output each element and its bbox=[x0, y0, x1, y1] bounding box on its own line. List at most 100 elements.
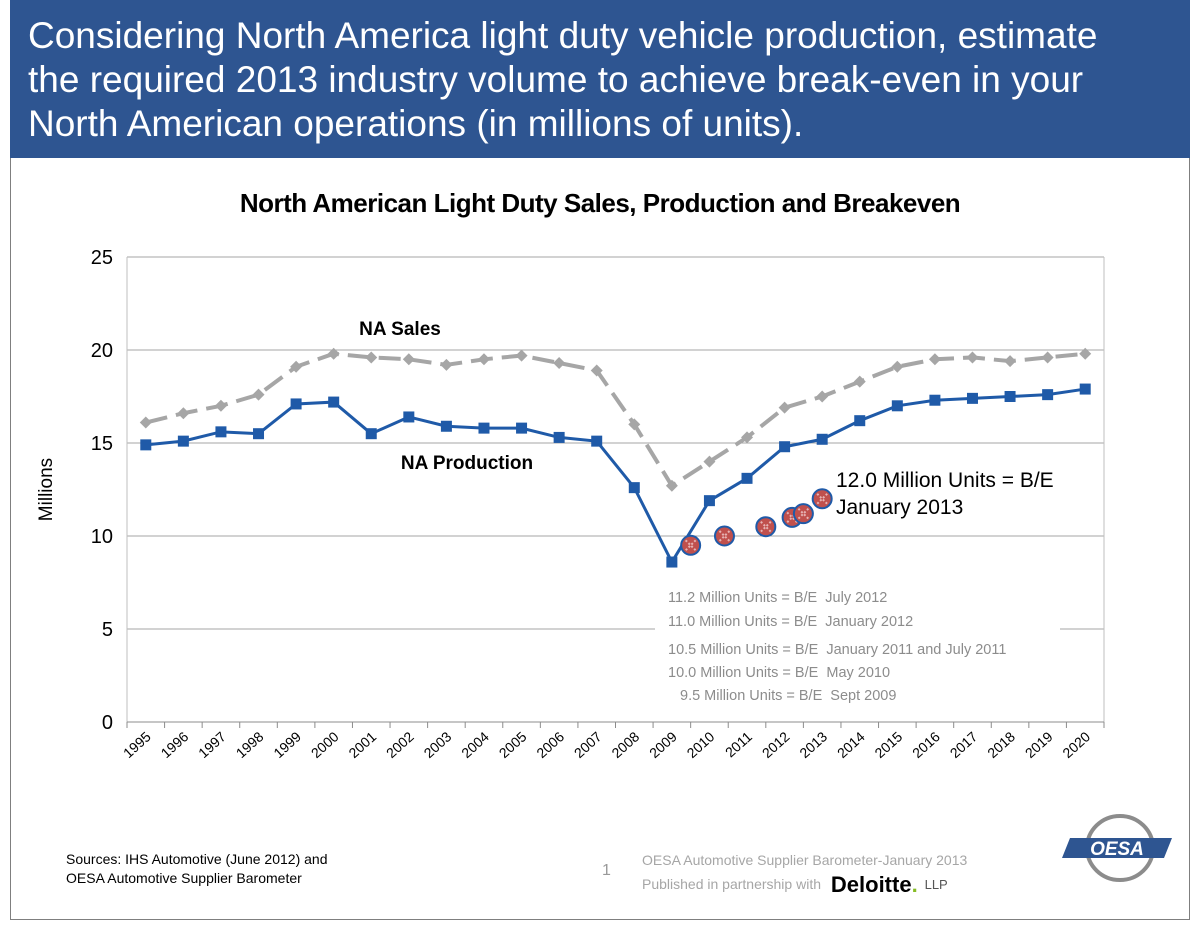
data-point bbox=[703, 455, 716, 468]
sources-note: Sources: IHS Automotive (June 2012) and … bbox=[66, 850, 327, 888]
slide-header: Considering North America light duty veh… bbox=[10, 0, 1190, 158]
slide-title-line-3: North American operations (in millions o… bbox=[28, 103, 804, 144]
sources-line-1: Sources: IHS Automotive (June 2012) and bbox=[66, 851, 328, 867]
data-point bbox=[290, 398, 302, 410]
breakeven-marker-circle bbox=[755, 516, 777, 538]
sources-line-2: OESA Automotive Supplier Barometer bbox=[66, 870, 302, 886]
breakeven-history-box bbox=[655, 583, 1060, 711]
data-point bbox=[177, 407, 190, 420]
x-tick-label: 2018 bbox=[984, 728, 1018, 761]
data-point bbox=[966, 351, 979, 364]
data-point bbox=[853, 375, 866, 388]
x-tick-label: 2010 bbox=[684, 728, 718, 761]
x-tick-label: 2001 bbox=[345, 728, 379, 761]
barometer-credit: OESA Automotive Supplier Barometer-Janua… bbox=[642, 848, 967, 897]
data-point bbox=[177, 435, 189, 447]
x-tick-label: 2005 bbox=[496, 728, 530, 761]
data-point bbox=[741, 431, 754, 444]
production-series-label: NA Production bbox=[401, 453, 533, 474]
data-point bbox=[1079, 383, 1091, 395]
oesa-logo-banner bbox=[1062, 838, 1172, 858]
x-tick-label: 2011 bbox=[722, 728, 755, 760]
y-tick-label: 5 bbox=[102, 619, 113, 641]
x-tick-label: 2020 bbox=[1059, 728, 1093, 761]
data-point bbox=[703, 495, 715, 507]
series-line-na-sales bbox=[145, 351, 1086, 489]
y-tick-label: 20 bbox=[91, 340, 113, 362]
x-tick-label: 2012 bbox=[759, 728, 793, 761]
partnership-text: Published in partnership with bbox=[642, 876, 821, 892]
breakeven-history-item: 10.0 Million Units = B/E May 2010 bbox=[668, 665, 890, 681]
data-point bbox=[290, 360, 303, 373]
deloitte-logo: Deloitte. bbox=[831, 872, 918, 897]
x-tick-label: 2003 bbox=[421, 728, 455, 761]
data-point bbox=[1041, 351, 1054, 364]
data-point bbox=[139, 416, 152, 429]
chart-title: North American Light Duty Sales, Product… bbox=[239, 188, 961, 218]
data-point bbox=[1042, 389, 1054, 401]
slide-title-line-1: Considering North America light duty veh… bbox=[28, 15, 1098, 56]
x-tick-label: 2009 bbox=[646, 728, 680, 761]
data-point bbox=[440, 358, 453, 371]
data-point bbox=[666, 556, 678, 568]
x-tick-label: 2007 bbox=[571, 728, 605, 761]
breakeven-marker-circle bbox=[811, 488, 833, 510]
data-point bbox=[928, 353, 941, 366]
breakeven-marker-circle bbox=[680, 534, 702, 556]
data-point bbox=[966, 392, 978, 404]
data-point bbox=[1004, 355, 1017, 368]
y-axis-label: Millions bbox=[36, 458, 57, 521]
page-number: 1 bbox=[602, 862, 611, 879]
x-tick-label: 2019 bbox=[1022, 728, 1056, 761]
breakeven-history-item: 10.5 Million Units = B/E January 2011 an… bbox=[668, 642, 1006, 658]
data-point bbox=[403, 411, 415, 423]
data-point bbox=[778, 401, 791, 414]
y-tick-label: 10 bbox=[91, 526, 113, 548]
data-point bbox=[402, 353, 415, 366]
data-point bbox=[816, 390, 829, 403]
data-point bbox=[628, 418, 641, 431]
data-point bbox=[365, 428, 377, 440]
data-point bbox=[854, 415, 866, 427]
data-point bbox=[628, 482, 640, 494]
data-point bbox=[252, 388, 265, 401]
deloitte-dot: . bbox=[911, 872, 918, 898]
data-point bbox=[365, 351, 378, 364]
breakeven-history-item: 11.0 Million Units = B/E January 2012 bbox=[668, 614, 913, 630]
x-tick-label: 2008 bbox=[608, 728, 642, 761]
x-tick-label: 1998 bbox=[233, 728, 267, 761]
x-tick-label: 1996 bbox=[158, 728, 192, 761]
data-point bbox=[140, 439, 152, 451]
breakeven-marker-circle bbox=[713, 525, 735, 547]
breakeven-marker bbox=[755, 516, 777, 538]
breakeven-history-item: 9.5 Million Units = B/E Sept 2009 bbox=[680, 688, 896, 704]
data-point bbox=[553, 431, 565, 443]
y-tick-label: 15 bbox=[91, 433, 113, 455]
breakeven-marker bbox=[811, 488, 833, 510]
y-tick-label: 0 bbox=[102, 712, 113, 734]
x-tick-label: 2015 bbox=[871, 728, 905, 761]
oesa-logo: OESA bbox=[1062, 814, 1172, 882]
data-point bbox=[515, 349, 528, 362]
data-point bbox=[891, 400, 903, 412]
x-tick-label: 2004 bbox=[458, 728, 492, 761]
slide-title: Considering North America light duty veh… bbox=[28, 14, 1170, 146]
data-point bbox=[516, 422, 528, 434]
x-tick-label: 2002 bbox=[383, 728, 417, 761]
data-point bbox=[477, 353, 490, 366]
oesa-logo-text: OESA bbox=[1090, 839, 1144, 860]
data-point bbox=[591, 435, 603, 447]
y-tick-label: 25 bbox=[91, 247, 113, 269]
x-tick-label: 2014 bbox=[834, 728, 868, 761]
data-point bbox=[1079, 347, 1092, 360]
data-point bbox=[816, 433, 828, 445]
current-breakeven-date: January 2013 bbox=[836, 496, 963, 519]
breakeven-marker bbox=[713, 525, 735, 547]
breakeven-marker bbox=[680, 534, 702, 556]
data-point bbox=[328, 396, 340, 408]
breakeven-marker-circle bbox=[792, 503, 814, 525]
data-point bbox=[214, 399, 227, 412]
x-tick-label: 2017 bbox=[947, 728, 981, 761]
data-point bbox=[478, 422, 490, 434]
